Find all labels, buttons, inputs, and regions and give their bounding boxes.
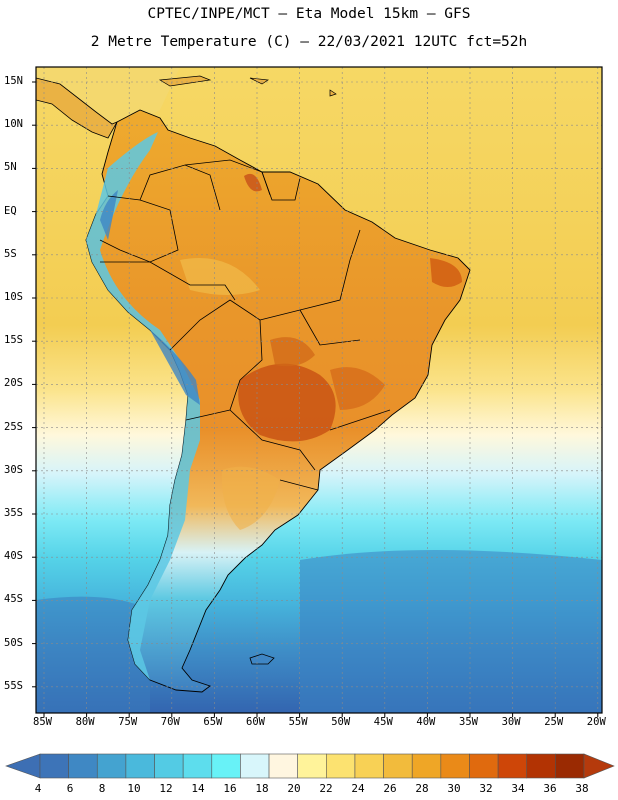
- colorbar-swatch: [268, 753, 298, 779]
- colorbar: [5, 753, 615, 779]
- colorbar-swatch: [526, 753, 556, 779]
- lat-lon-grid: [36, 67, 602, 713]
- colorbar-tick-label: 10: [127, 782, 141, 795]
- lat-label: 5S: [4, 247, 17, 260]
- map-subtitle: 2 Metre Temperature (C) — 22/03/2021 12U…: [90, 34, 528, 50]
- colorbar-tick-label: 24: [351, 782, 365, 795]
- colorbar-tick-label: 32: [479, 782, 493, 795]
- andes-coldest-peaks: [100, 190, 200, 405]
- colorbar-tick-label: 36: [543, 782, 557, 795]
- lon-label: 75W: [118, 716, 138, 728]
- colorbar-swatch: [96, 753, 127, 779]
- axis-ticks: [32, 81, 599, 717]
- colorbar-tick-label: 26: [383, 782, 397, 795]
- hot-core-northeast: [430, 258, 462, 287]
- lat-label: 15N: [4, 75, 23, 87]
- falkland-islands: [249, 653, 275, 665]
- colorbar-swatch: [182, 753, 213, 779]
- colorbar-swatch: [154, 753, 184, 779]
- lon-label: 55W: [288, 716, 308, 728]
- colorbar-swatch: [39, 753, 69, 779]
- lon-label: 30W: [501, 716, 521, 728]
- colorbar-swatch: [297, 753, 327, 779]
- hot-core-guiana: [244, 173, 262, 192]
- colorbar-tick-label: 14: [191, 782, 205, 795]
- colorbar-tick-label: 20: [287, 782, 301, 795]
- hot-core-paraguay: [238, 363, 336, 442]
- lon-label: 60W: [246, 716, 265, 728]
- lat-label: 10N: [4, 118, 23, 131]
- amazon-mild-zone: [180, 258, 260, 295]
- colorbar-swatch: [68, 753, 98, 779]
- colorbar-tick-label: 6: [66, 782, 74, 795]
- colorbar-tick-label: 34: [511, 782, 525, 795]
- colorbar-tick-label: 22: [319, 782, 333, 795]
- map-frame: [35, 66, 603, 714]
- central-america: [36, 77, 118, 139]
- lon-label: 40W: [416, 716, 436, 728]
- colorbar-over-arrow: [583, 753, 615, 779]
- lon-label: 80W: [75, 716, 95, 728]
- lat-label: 15S: [4, 334, 23, 347]
- colorbar-under-arrow: [5, 753, 41, 779]
- lat-label: 40S: [4, 550, 23, 563]
- colorbar-swatch: [240, 753, 270, 779]
- colorbar-swatch: [411, 753, 442, 779]
- colorbar-swatch: [125, 753, 155, 779]
- colorbar-tick-label: 12: [159, 782, 173, 795]
- lat-label: 35S: [4, 507, 23, 519]
- colorbar-swatch: [555, 753, 585, 779]
- lat-label: 30S: [4, 463, 23, 476]
- colorbar-tick-label: 30: [447, 782, 461, 795]
- colorbar-swatch: [211, 753, 241, 779]
- south-pacific-cold-band: [36, 596, 150, 713]
- colorbar-swatch: [469, 753, 499, 779]
- lat-label: 10S: [4, 291, 23, 303]
- colorbar-swatch: [326, 753, 356, 779]
- lat-label: 45S: [4, 593, 23, 606]
- colorbar-tick-label: 38: [575, 782, 589, 795]
- colorbar-swatch: [354, 753, 384, 779]
- lon-label: 70W: [160, 716, 180, 728]
- colorbar-tick-label: 8: [98, 782, 106, 795]
- caribbean-islands: [158, 75, 337, 97]
- lon-label: 65W: [203, 716, 223, 728]
- lon-label: 35W: [459, 716, 478, 728]
- colorbar-tick-label: 28: [415, 782, 429, 795]
- lon-label: 45W: [373, 716, 393, 728]
- lat-label: 55S: [4, 679, 23, 692]
- map-title: CPTEC/INPE/MCT — Eta Model 15km — GFS: [147, 6, 471, 22]
- country-borders: [99, 159, 391, 491]
- lat-label: 5N: [4, 161, 17, 174]
- lon-label: 25W: [544, 716, 564, 728]
- lat-label: EQ: [4, 204, 17, 217]
- lon-label: 85W: [33, 716, 52, 728]
- colorbar-tick-label: 18: [255, 782, 269, 795]
- hot-core-minas: [330, 367, 385, 410]
- colorbar-swatch: [440, 753, 470, 779]
- colorbar-swatch: [383, 753, 413, 779]
- colorbar-tick-label: 4: [34, 782, 42, 795]
- lat-label: 25S: [4, 420, 23, 433]
- colorbar-tick-label: 16: [223, 782, 237, 795]
- lon-label: 20W: [586, 716, 606, 728]
- lat-label: 50S: [4, 636, 23, 649]
- hot-core-pantanal: [270, 337, 315, 367]
- colorbar-swatch: [497, 753, 528, 779]
- lat-label: 20S: [4, 377, 23, 390]
- lon-label: 50W: [331, 716, 351, 728]
- south-atlantic-cold-band: [300, 550, 602, 713]
